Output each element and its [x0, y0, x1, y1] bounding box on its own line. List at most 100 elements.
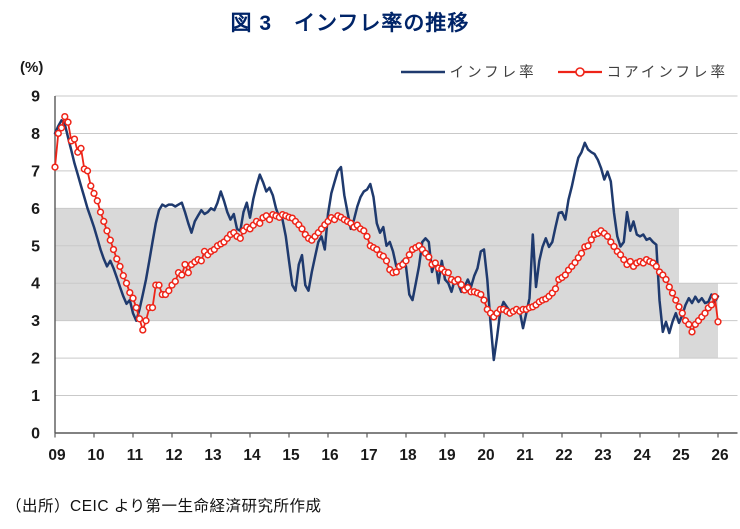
data-point-marker	[477, 290, 485, 299]
data-point-marker	[70, 135, 79, 143]
x-tick-label-15: 15	[282, 447, 300, 464]
data-point-marker	[109, 245, 118, 254]
data-point-marker	[405, 251, 413, 259]
data-point-marker	[178, 271, 186, 279]
x-tick-label-13: 13	[204, 447, 222, 464]
data-point-marker	[106, 236, 114, 244]
y-tick-label-7: 7	[31, 163, 40, 180]
data-point-marker	[155, 281, 163, 289]
data-point-marker	[701, 309, 709, 317]
y-tick-label-3: 3	[31, 313, 40, 330]
data-point-marker	[139, 326, 147, 334]
legend-label-headline: インフレ率	[449, 65, 537, 81]
data-point-marker	[129, 294, 137, 302]
x-tick-label-11: 11	[127, 447, 144, 464]
data-point-marker	[402, 257, 410, 265]
data-point-marker	[373, 245, 381, 254]
data-point-marker	[707, 301, 716, 309]
data-point-marker	[571, 258, 579, 267]
x-tick-label-12: 12	[165, 447, 182, 464]
y-tick-label-1: 1	[31, 388, 40, 405]
y-tick-label-0: 0	[31, 426, 40, 443]
x-tick-label-21: 21	[516, 447, 534, 464]
x-tick-label-26: 26	[711, 447, 729, 464]
headline-line-swatch-icon	[400, 70, 445, 73]
y-tick-label-6: 6	[31, 201, 40, 218]
data-point-marker	[87, 182, 95, 190]
y-tick-label-9: 9	[31, 89, 40, 106]
x-tick-label-20: 20	[477, 447, 494, 464]
data-point-marker	[148, 303, 157, 312]
data-point-marker	[142, 317, 150, 325]
data-point-marker	[100, 217, 108, 226]
x-tick-label-25: 25	[672, 447, 690, 464]
legend-item-headline: インフレ率	[400, 61, 537, 82]
y-tick-label-4: 4	[31, 276, 40, 293]
data-point-marker	[184, 269, 192, 277]
data-point-marker	[61, 112, 69, 121]
data-point-marker	[256, 219, 264, 227]
x-tick-label-10: 10	[87, 447, 104, 464]
data-point-marker	[171, 277, 179, 286]
chart-legend: インフレ率 コアインフレ率	[400, 61, 728, 82]
data-point-marker	[382, 257, 391, 265]
data-point-marker	[685, 320, 693, 329]
data-point-marker	[119, 272, 127, 280]
data-point-marker	[551, 285, 560, 293]
x-tick-label-14: 14	[243, 447, 261, 464]
data-point-marker	[236, 234, 244, 242]
data-point-marker	[165, 287, 173, 295]
data-point-marker	[77, 144, 85, 153]
y-tick-label-5: 5	[31, 238, 40, 255]
data-point-marker	[587, 236, 595, 244]
y-axis-unit-label: (%)	[20, 59, 44, 76]
data-point-marker	[116, 262, 124, 271]
data-point-marker	[113, 255, 121, 263]
data-point-marker	[616, 251, 625, 259]
data-point-marker	[93, 197, 101, 205]
x-tick-label-22: 22	[555, 447, 572, 464]
data-point-marker	[480, 296, 488, 304]
y-tick-label-8: 8	[31, 126, 40, 143]
data-point-marker	[584, 242, 592, 250]
data-point-marker	[561, 271, 569, 279]
y-tick-label-2: 2	[31, 351, 40, 368]
x-tick-label-09: 09	[48, 447, 66, 464]
x-tick-label-24: 24	[633, 447, 651, 464]
data-point-marker	[181, 260, 189, 269]
data-point-marker	[444, 269, 452, 277]
x-tick-label-17: 17	[360, 447, 377, 464]
data-point-marker	[122, 279, 131, 287]
core-line-swatch-icon	[557, 66, 602, 77]
data-point-marker	[711, 293, 719, 301]
data-point-marker	[265, 215, 274, 224]
data-point-marker	[90, 189, 98, 198]
data-point-marker	[665, 283, 673, 291]
data-point-marker	[64, 118, 72, 126]
data-point-marker	[363, 232, 371, 241]
data-point-marker	[132, 303, 140, 312]
data-point-marker	[603, 232, 612, 241]
data-point-marker	[51, 163, 59, 171]
data-point-marker	[54, 129, 62, 138]
core-inflation-markers	[51, 112, 722, 336]
chart-title: 図 3 インフレ率の推移	[230, 12, 470, 35]
data-point-marker	[457, 281, 465, 289]
x-tick-label-16: 16	[321, 447, 339, 464]
data-point-marker	[662, 275, 670, 284]
data-point-marker	[360, 227, 368, 235]
legend-item-core: コアインフレ率	[557, 61, 728, 82]
source-note: （出所）CEIC より第一生命経済研究所作成	[6, 498, 322, 515]
data-point-marker	[577, 249, 586, 257]
data-point-marker	[298, 225, 306, 233]
data-point-marker	[610, 242, 618, 251]
data-point-marker	[431, 259, 439, 267]
data-point-marker	[652, 262, 660, 271]
data-point-marker	[57, 124, 66, 132]
x-tick-label-19: 19	[438, 447, 456, 464]
data-point-marker	[688, 328, 696, 336]
data-point-marker	[714, 318, 722, 326]
data-point-marker	[83, 167, 92, 175]
